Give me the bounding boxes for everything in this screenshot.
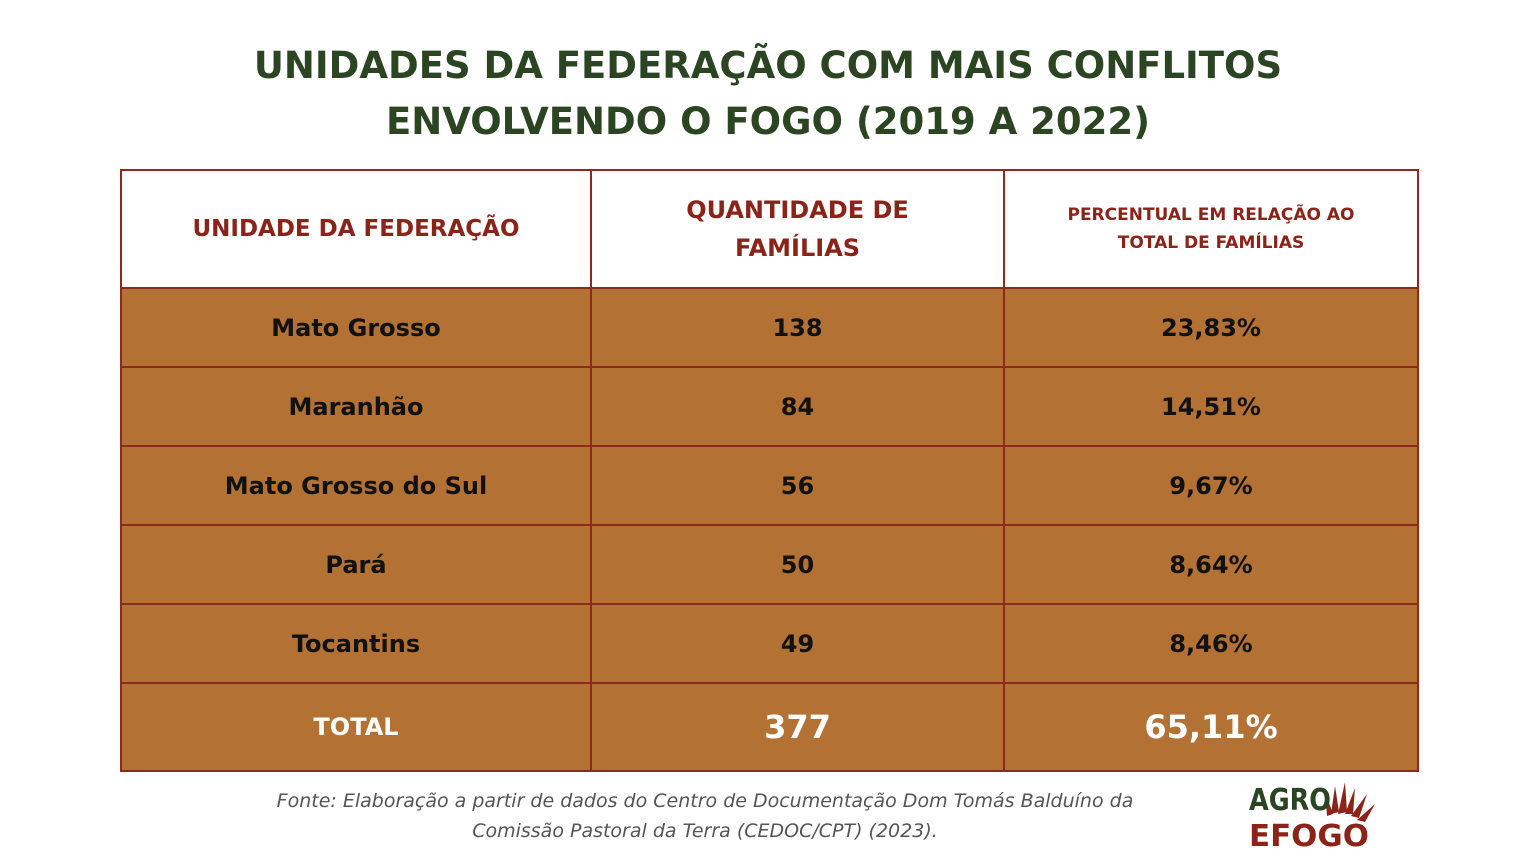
title-line-2: ENVOLVENDO O FOGO (2019 A 2022) bbox=[385, 100, 1151, 143]
cell-uf: Mato Grosso bbox=[120, 287, 592, 368]
total-qty: 377 bbox=[590, 682, 1005, 772]
cell-pct: 14,51% bbox=[1003, 366, 1419, 447]
header-pct-line-2: TOTAL DE FAMÍLIAS bbox=[1117, 233, 1305, 253]
page-title: UNIDADES DA FEDERAÇÃO COM MAIS CONFLITOS… bbox=[0, 38, 1536, 150]
cell-pct: 23,83% bbox=[1003, 287, 1419, 368]
logo-efogo: EFOGO bbox=[1249, 819, 1369, 854]
agro-e-fogo-logo: AGRO EFOGO bbox=[1249, 782, 1375, 854]
cell-qty: 56 bbox=[590, 445, 1005, 526]
source-line-1: Fonte: Elaboração a partir de dados do C… bbox=[276, 790, 1134, 812]
cell-uf: Maranhão bbox=[120, 366, 592, 447]
header-qty: QUANTIDADE DE FAMÍLIAS bbox=[590, 169, 1005, 289]
table-header-row: UNIDADE DA FEDERAÇÃO QUANTIDADE DE FAMÍL… bbox=[120, 169, 1419, 289]
data-table: UNIDADE DA FEDERAÇÃO QUANTIDADE DE FAMÍL… bbox=[120, 169, 1419, 772]
source-note: Fonte: Elaboração a partir de dados do C… bbox=[140, 786, 1270, 846]
total-pct: 65,11% bbox=[1003, 682, 1419, 772]
table-row: Mato Grosso do Sul 56 9,67% bbox=[120, 445, 1419, 526]
cell-uf: Mato Grosso do Sul bbox=[120, 445, 592, 526]
cell-pct: 9,67% bbox=[1003, 445, 1419, 526]
table-row: Maranhão 84 14,51% bbox=[120, 366, 1419, 447]
cell-uf: Pará bbox=[120, 524, 592, 605]
header-pct: PERCENTUAL EM RELAÇÃO AO TOTAL DE FAMÍLI… bbox=[1003, 169, 1419, 289]
header-qty-line-2: FAMÍLIAS bbox=[734, 234, 861, 262]
cell-qty: 138 bbox=[590, 287, 1005, 368]
header-qty-line-1: QUANTIDADE DE bbox=[686, 196, 909, 224]
cell-qty: 49 bbox=[590, 603, 1005, 684]
table-row: Tocantins 49 8,46% bbox=[120, 603, 1419, 684]
table-row: Pará 50 8,64% bbox=[120, 524, 1419, 605]
table-row: Mato Grosso 138 23,83% bbox=[120, 287, 1419, 368]
header-pct-line-1: PERCENTUAL EM RELAÇÃO AO bbox=[1067, 205, 1355, 225]
logo-agro: AGRO bbox=[1249, 783, 1331, 818]
source-line-2: Comissão Pastoral da Terra (CEDOC/CPT) (… bbox=[472, 820, 938, 842]
table-total-row: TOTAL 377 65,11% bbox=[120, 682, 1419, 772]
cell-qty: 84 bbox=[590, 366, 1005, 447]
title-line-1: UNIDADES DA FEDERAÇÃO COM MAIS CONFLITOS bbox=[253, 44, 1283, 87]
total-label: TOTAL bbox=[120, 682, 592, 772]
cell-qty: 50 bbox=[590, 524, 1005, 605]
cell-pct: 8,64% bbox=[1003, 524, 1419, 605]
cell-pct: 8,46% bbox=[1003, 603, 1419, 684]
flame-icon bbox=[1325, 782, 1375, 822]
header-uf: UNIDADE DA FEDERAÇÃO bbox=[120, 169, 592, 289]
cell-uf: Tocantins bbox=[120, 603, 592, 684]
